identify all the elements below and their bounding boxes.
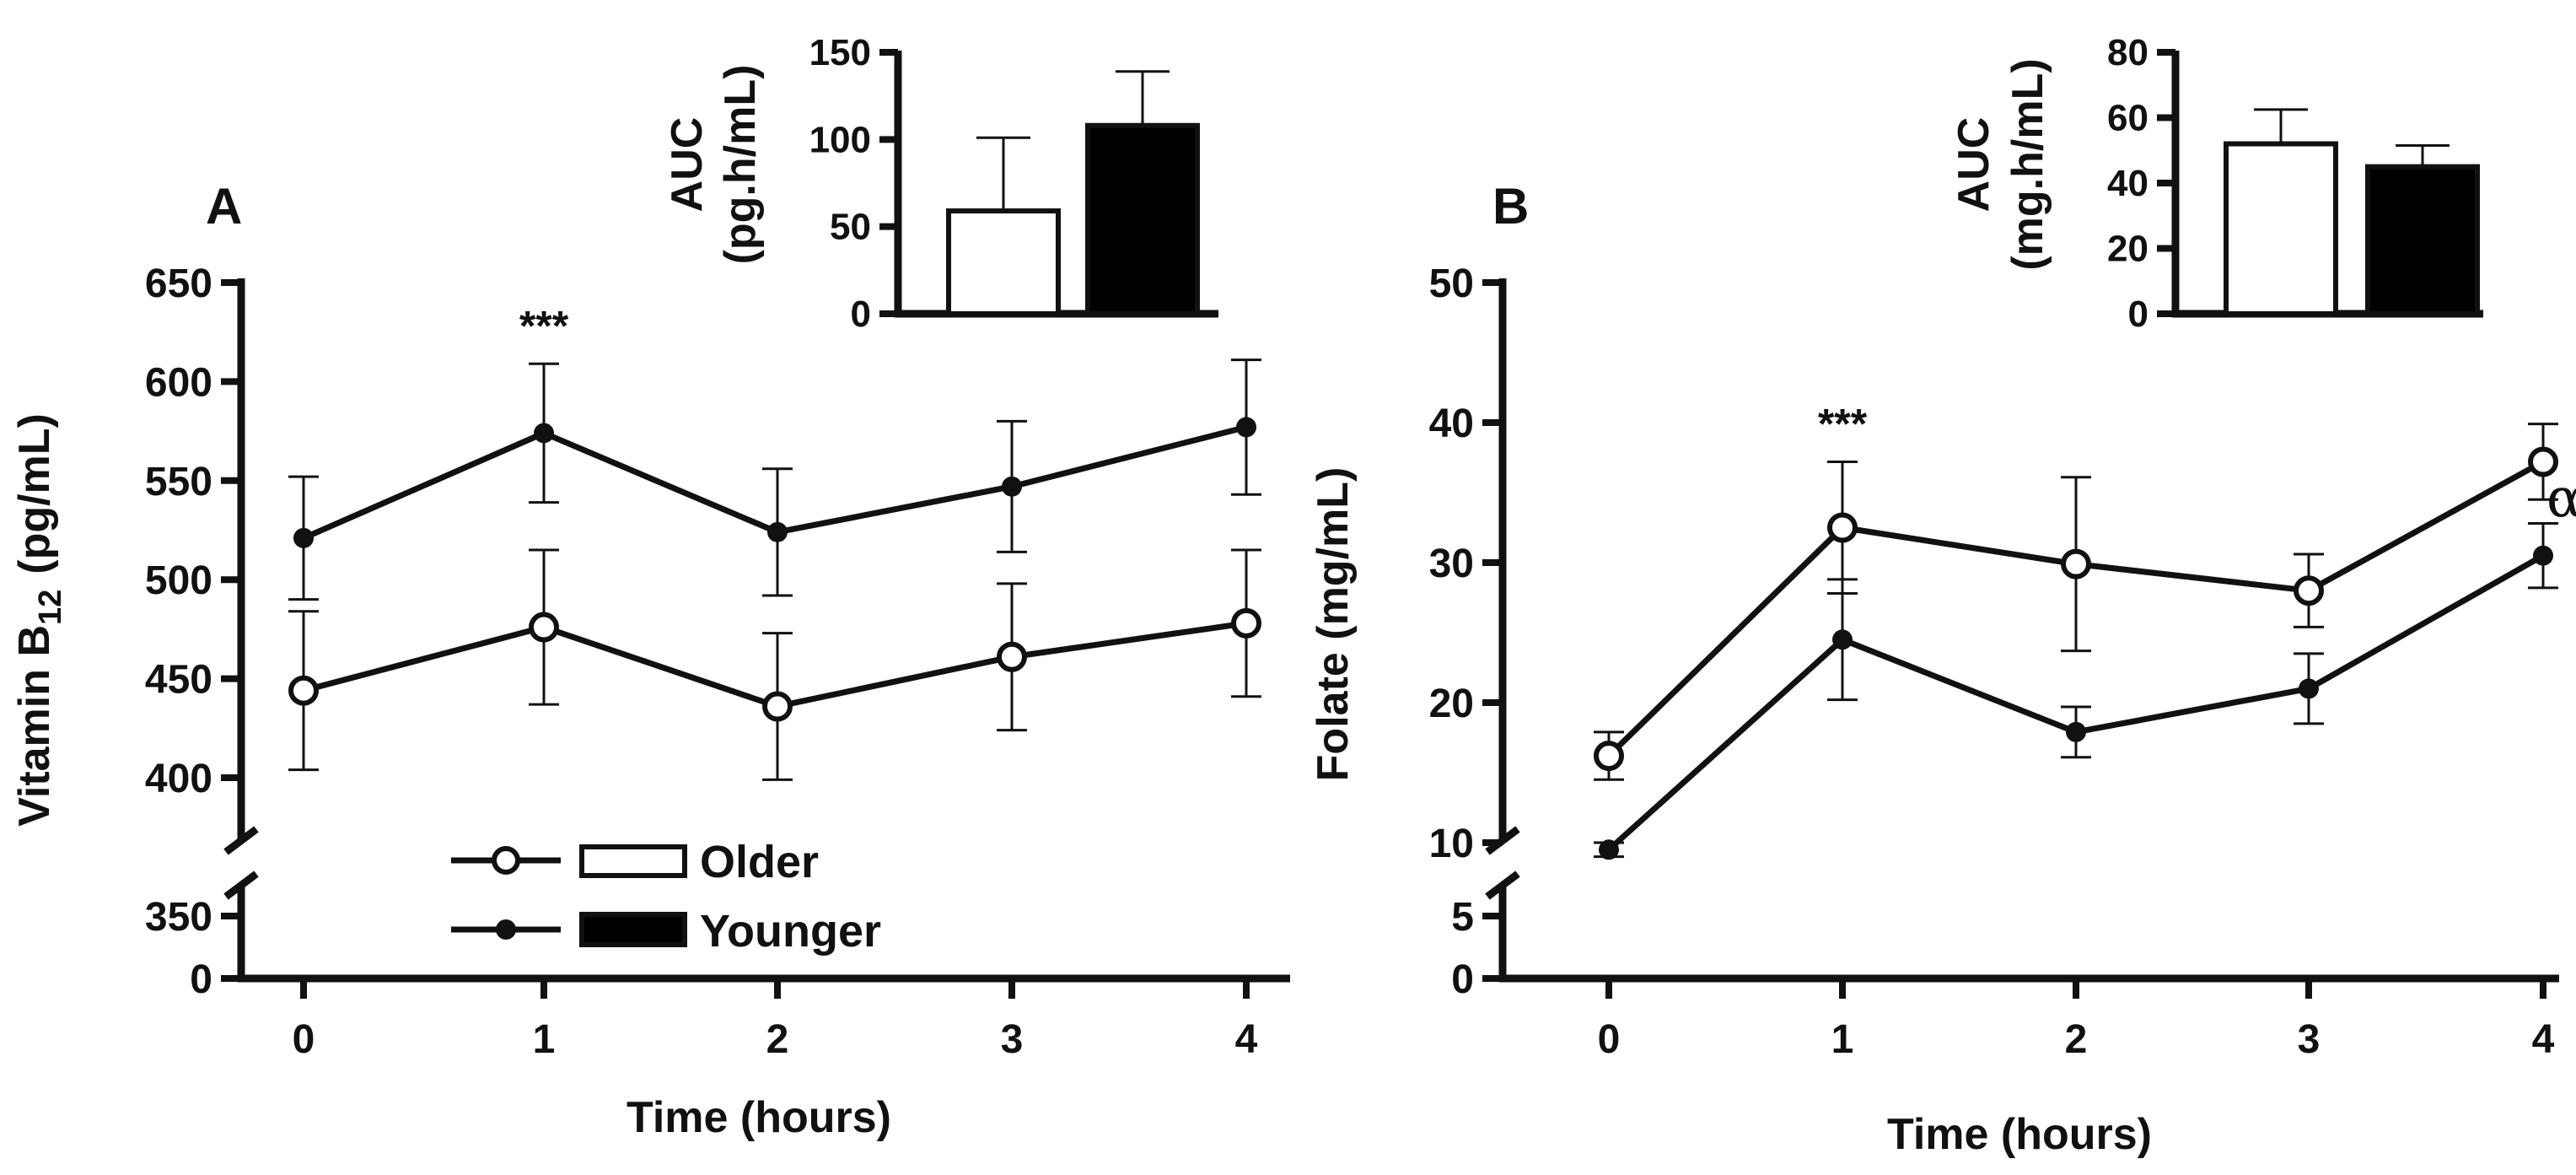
panel-a-x-tick-label: 4 [1235, 1017, 1258, 1062]
panel-a-younger-point [293, 527, 314, 548]
panel-b-inset-y-tick-label: 80 [2107, 32, 2148, 73]
panel-b-inset-auc-chart: 0 20 40 60 80 AUC (mg.h/mL) [1949, 32, 2483, 335]
panel-b-x-tick-label: 4 [2532, 1017, 2555, 1062]
panel-b-older-point [2061, 548, 2091, 579]
panel-b-younger-point [1832, 629, 1853, 650]
panel-a-older-point [762, 691, 793, 722]
panel-b-label: B [1492, 178, 1529, 234]
panel-b-significance-marker: *** [1818, 400, 1868, 447]
panel-b-x-tick-label: 2 [2065, 1017, 2088, 1062]
panel-b-x-tick-label: 0 [1598, 1017, 1621, 1062]
panel-b-x-tick-label: 3 [2298, 1017, 2321, 1062]
panel-a-x-axis-title: Time (hours) [627, 1093, 891, 1142]
panel-b-younger-point [2066, 721, 2086, 742]
panel-a-y-tick-label: 350 [145, 895, 212, 940]
panel-a-inset-bar-younger [1085, 122, 1200, 316]
panel-b-series-older [1594, 423, 2558, 781]
panel-a-y-axis-title-main: Vitamin B [10, 625, 59, 827]
panel-a-younger-point [1002, 476, 1022, 497]
panel-b-older-point [1594, 741, 1624, 772]
panel-b-inset-y-title-line1: AUC [1949, 117, 1998, 213]
panel-b-older-point [2528, 446, 2558, 477]
legend-older-swatch [579, 844, 687, 878]
panel-b-older-point [2294, 575, 2324, 606]
panel-b-y-tick-label: 40 [1429, 402, 1474, 446]
panel-a-older-point [288, 675, 319, 706]
legend-older-marker [492, 846, 520, 875]
legend: Older Younger [451, 837, 881, 957]
panel-b-inset-y-tick-label: 60 [2107, 98, 2148, 139]
panel-b-y-tick-label: 5 [1451, 895, 1474, 940]
legend-entry-older: Older [451, 837, 819, 887]
panel-b-inset-y-tick-label: 40 [2107, 163, 2148, 204]
panel-a-x-tick-label: 2 [766, 1017, 789, 1062]
panel-a-label: A [206, 178, 242, 234]
panel-b-y-tick-label: 50 [1429, 261, 1474, 306]
panel-a-axis-break [223, 826, 259, 900]
panel-a-older-point [529, 612, 559, 643]
panel-a-y-tick-label: 450 [145, 658, 212, 703]
panel-b-chart: B 10 20 30 40 50 0 5 0 1 2 3 4 Time (hours) Folate… [1309, 32, 2576, 1159]
panel-a-series-older [288, 548, 1261, 781]
panel-b-inset-y-tick-label: 20 [2107, 229, 2148, 270]
panel-a-younger-point [534, 423, 554, 444]
legend-younger-swatch [579, 912, 687, 947]
panel-a-y-tick-label: 550 [145, 460, 212, 504]
panel-b-y-tick-label: 10 [1429, 822, 1474, 866]
panel-b-y-tick-label: 20 [1429, 682, 1474, 726]
panel-a-y-tick-label: 650 [145, 261, 212, 306]
panel-b-y-tick-label: 0 [1451, 957, 1474, 1002]
panel-a-older-point [997, 641, 1027, 672]
panel-a-x-tick-label: 1 [533, 1017, 556, 1062]
panel-b-x-axis-title: Time (hours) [1887, 1110, 2152, 1159]
panel-b-inset-bar-younger [2365, 164, 2480, 316]
panel-b-y-axis-title: Folate (mg/mL) [1309, 467, 1358, 782]
panel-a-y-tick-label: 0 [190, 957, 212, 1002]
panel-a-x-tick-label: 3 [1001, 1017, 1024, 1062]
panel-a-inset-auc-chart: 0 50 100 150 AUC (pg.h/mL) [663, 32, 1218, 335]
legend-entry-younger: Younger [451, 906, 881, 957]
panel-a-inset-bar-older [946, 208, 1061, 316]
panel-b-series-younger [1594, 522, 2558, 860]
panel-b-inset-y-tick-label: 0 [2128, 294, 2148, 335]
panel-a-younger-point [767, 521, 788, 542]
legend-younger-label: Younger [700, 906, 881, 957]
panel-a-y-tick-label: 400 [145, 757, 212, 801]
panel-a-y-tick-label: 500 [145, 558, 212, 603]
panel-a-series-younger [288, 358, 1261, 601]
panel-a-y-axis-title: Vitamin B12 (pg/mL) [10, 413, 68, 827]
panel-a-significance-marker: *** [519, 302, 569, 349]
panel-a-inset-y-tick-label: 50 [830, 207, 871, 248]
panel-a-y-axis-title-subscript: 12 [33, 590, 68, 625]
legend-older-label: Older [700, 837, 819, 887]
panel-b-inset-y-title-line2: (mg.h/mL) [2003, 58, 2052, 270]
panel-b-inset-bar-older [2224, 141, 2338, 316]
panel-b-alpha-marker: α [2546, 467, 2576, 530]
panel-a-inset-y-title-line1: AUC [663, 117, 712, 213]
panel-b-younger-point [2533, 545, 2553, 566]
panel-a-younger-point [1236, 417, 1256, 438]
panel-a-y-axis-title-unit: (pg/mL) [10, 413, 59, 574]
legend-younger-marker [496, 919, 516, 940]
panel-b-younger-point [2299, 678, 2319, 699]
panel-a-inset-y-tick-label: 0 [851, 294, 871, 335]
panel-a-x-tick-label: 0 [293, 1017, 315, 1062]
panel-b-older-point [1827, 512, 1858, 543]
panel-a-inset-y-tick-label: 150 [809, 32, 871, 73]
panel-b-younger-point [1599, 839, 1619, 860]
panel-a-inset-y-tick-label: 100 [809, 119, 871, 160]
panel-b-y-tick-label: 30 [1429, 542, 1474, 586]
panel-a-younger-line [302, 424, 1247, 542]
panel-a-inset-y-title-line2: (pg.h/mL) [716, 65, 765, 265]
panel-a-older-point [1231, 607, 1261, 639]
panel-a-y-tick-label: 600 [145, 360, 212, 405]
panel-b-x-tick-label: 1 [1831, 1017, 1854, 1062]
